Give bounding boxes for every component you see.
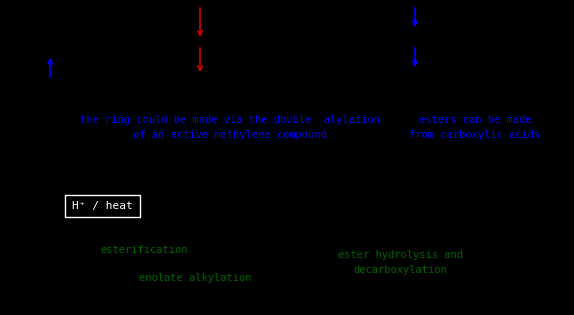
Text: decarboxylation: decarboxylation bbox=[353, 265, 447, 275]
Text: ester hydrolysis and: ester hydrolysis and bbox=[338, 250, 463, 260]
Text: H⁺ / heat: H⁺ / heat bbox=[72, 201, 133, 211]
Text: of an active methylene compound: of an active methylene compound bbox=[133, 130, 327, 140]
Text: enolate alkylation: enolate alkylation bbox=[139, 273, 251, 283]
Text: esters can be made: esters can be made bbox=[419, 115, 532, 125]
Text: esterification: esterification bbox=[100, 245, 188, 255]
Text: from carboxylic acids: from carboxylic acids bbox=[409, 130, 541, 140]
Text: the ring could be made via the double  alylation: the ring could be made via the double al… bbox=[80, 115, 380, 125]
FancyBboxPatch shape bbox=[65, 195, 140, 217]
